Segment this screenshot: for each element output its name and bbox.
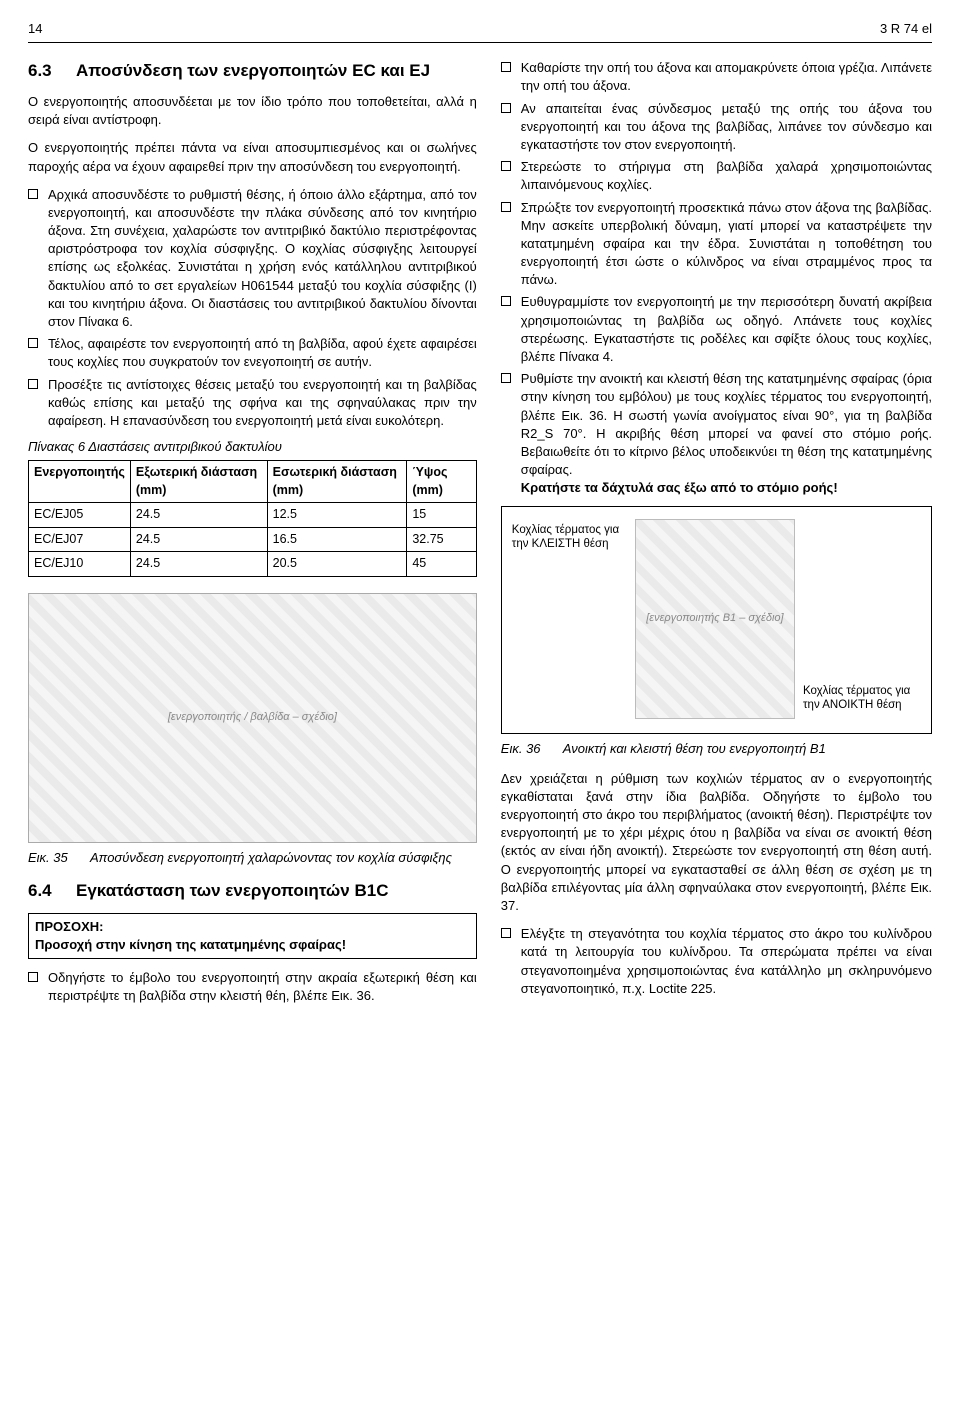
- cell: 24.5: [130, 552, 267, 577]
- checkbox-icon: [501, 296, 511, 306]
- section-6-3-title: Αποσύνδεση των ενεργοποιητών EC και EJ: [76, 59, 477, 83]
- section-6-3-number: 6.3: [28, 59, 64, 83]
- checkbox-icon: [28, 972, 38, 982]
- list-item: Σπρώξτε τον ενεργοποιητή προσεκτικά πάνω…: [501, 199, 932, 290]
- list-item: Οδηγήστε το έμβολο του ενεργοποιητή στην…: [28, 969, 477, 1005]
- bullet-text: Σπρώξτε τον ενεργοποιητή προσεκτικά πάνω…: [521, 199, 932, 290]
- list-item: Ρυθμίστε την ανοικτή και κλειστή θέση τη…: [501, 370, 932, 497]
- bullet-text: Οδηγήστε το έμβολο του ενεργοποιητή στην…: [48, 969, 477, 1005]
- doc-id: 3 R 74 el: [880, 20, 932, 38]
- warning-title: ΠΡΟΣΟΧΗ:: [35, 918, 470, 936]
- cell: 45: [407, 552, 476, 577]
- cell: 24.5: [130, 503, 267, 528]
- list-item: Καθαρίστε την οπή του άξονα και απομακρύ…: [501, 59, 932, 95]
- list-item: Τέλος, αφαιρέστε τον ενεργοποιητή από τη…: [28, 335, 477, 371]
- checkbox-icon: [28, 379, 38, 389]
- fig36-image: [ενεργοποιητής B1 – σχέδιο]: [635, 519, 795, 719]
- right-column: Καθαρίστε την οπή του άξονα και απομακρύ…: [501, 59, 932, 1011]
- table6: Ενεργοποιητής Εξωτερική διάσταση (mm) Εσ…: [28, 460, 477, 577]
- table-row: EC/EJ07 24.5 16.5 32.75: [29, 527, 477, 552]
- checkbox-icon: [28, 189, 38, 199]
- cell: 16.5: [267, 527, 407, 552]
- fig36-label-open: Κοχλίας τέρματος για την ΑΝΟΙΚΤΗ θέση: [803, 684, 921, 719]
- cell: 20.5: [267, 552, 407, 577]
- fig35-number: Εικ. 35: [28, 849, 80, 867]
- top-rule: [28, 42, 932, 43]
- cell: EC/EJ07: [29, 527, 131, 552]
- section-6-4-title: Εγκατάσταση των ενεργοποιητών B1C: [76, 879, 477, 903]
- fig36-number: Εικ. 36: [501, 740, 553, 758]
- bullet-text: Στερεώστε το στήριγμα στη βαλβίδα χαλαρά…: [521, 158, 932, 194]
- checkbox-icon: [501, 103, 511, 113]
- list-item: Αν απαιτείται ένας σύνδεσμος μεταξύ της …: [501, 100, 932, 155]
- warning-text: Προσοχή στην κίνηση της κατατμημένης σφα…: [35, 936, 470, 954]
- section-6-4-heading: 6.4 Εγκατάσταση των ενεργοποιητών B1C: [28, 879, 477, 903]
- section-6-3-heading: 6.3 Αποσύνδεση των ενεργοποιητών EC και …: [28, 59, 477, 83]
- fig35-image: [ενεργοποιητής / βαλβίδα – σχέδιο]: [28, 593, 477, 843]
- bold-warning: Κρατήστε τα δάχτυλά σας έξω από το στόμι…: [521, 480, 838, 495]
- fig36-frame: Κοχλίας τέρματος για την ΚΛΕΙΣΤΗ θέση [ε…: [501, 506, 932, 734]
- table6-col0: Ενεργοποιητής: [29, 461, 131, 503]
- left-column: 6.3 Αποσύνδεση των ενεργοποιητών EC και …: [28, 59, 477, 1011]
- section-6-4-number: 6.4: [28, 879, 64, 903]
- bullet-text: Αν απαιτείται ένας σύνδεσμος μεταξύ της …: [521, 100, 932, 155]
- sect63-bullets: Αρχικά αποσυνδέστε το ρυθμιστή θέσης, ή …: [28, 186, 477, 430]
- table-row: EC/EJ05 24.5 12.5 15: [29, 503, 477, 528]
- checkbox-icon: [501, 928, 511, 938]
- bullet-text: Τέλος, αφαιρέστε τον ενεργοποιητή από τη…: [48, 335, 477, 371]
- bullet-text: Προσέξτε τις αντίστοιχες θέσεις μεταξύ τ…: [48, 376, 477, 431]
- list-item: Στερεώστε το στήριγμα στη βαλβίδα χαλαρά…: [501, 158, 932, 194]
- fig35-caption: Αποσύνδεση ενεργοποιητή χαλαρώνοντας τον…: [90, 849, 477, 867]
- bullet-text: Αρχικά αποσυνδέστε το ρυθμιστή θέσης, ή …: [48, 186, 477, 332]
- fig36-label-closed: Κοχλίας τέρματος για την ΚΛΕΙΣΤΗ θέση: [512, 519, 627, 552]
- bullet-text: Ρυθμίστε την ανοικτή και κλειστή θέση τη…: [521, 370, 932, 497]
- cell: 24.5: [130, 527, 267, 552]
- sect63-intro2: Ο ενεργοποιητής πρέπει πάντα να είναι απ…: [28, 139, 477, 175]
- list-item: Ευθυγραμμίστε τον ενεργοποιητή με την πε…: [501, 293, 932, 366]
- table-row: EC/EJ10 24.5 20.5 45: [29, 552, 477, 577]
- bullet-text: Ελέγξτε τη στεγανότητα του κοχλία τέρματ…: [521, 925, 932, 998]
- table6-col1: Εξωτερική διάσταση (mm): [130, 461, 267, 503]
- right-after-para: Δεν χρειάζεται η ρύθμιση των κοχλιών τέρ…: [501, 770, 932, 916]
- bullet-text-span: Ρυθμίστε την ανοικτή και κλειστή θέση τη…: [521, 371, 932, 477]
- cell: 12.5: [267, 503, 407, 528]
- checkbox-icon: [28, 338, 38, 348]
- cell: EC/EJ10: [29, 552, 131, 577]
- list-item: Ελέγξτε τη στεγανότητα του κοχλία τέρματ…: [501, 925, 932, 998]
- checkbox-icon: [501, 161, 511, 171]
- fig36-caption: Ανοικτή και κλειστή θέση του ενεργοποιητ…: [563, 740, 932, 758]
- page-number: 14: [28, 20, 42, 38]
- list-item: Αρχικά αποσυνδέστε το ρυθμιστή θέσης, ή …: [28, 186, 477, 332]
- bullet-text: Καθαρίστε την οπή του άξονα και απομακρύ…: [521, 59, 932, 95]
- bullet-text: Ευθυγραμμίστε τον ενεργοποιητή με την πε…: [521, 293, 932, 366]
- warning-box: ΠΡΟΣΟΧΗ: Προσοχή στην κίνηση της κατατμη…: [28, 913, 477, 959]
- cell: 15: [407, 503, 476, 528]
- sect63-intro1: Ο ενεργοποιητής αποσυνδέεται με τον ίδιο…: [28, 93, 477, 129]
- checkbox-icon: [501, 373, 511, 383]
- table6-caption: Πίνακας 6 Διαστάσεις αντιτριβικού δακτυλ…: [28, 438, 477, 456]
- cell: EC/EJ05: [29, 503, 131, 528]
- table6-col3: Ύψος (mm): [407, 461, 476, 503]
- checkbox-icon: [501, 202, 511, 212]
- cell: 32.75: [407, 527, 476, 552]
- checkbox-icon: [501, 62, 511, 72]
- table6-col2: Εσωτερική διάσταση (mm): [267, 461, 407, 503]
- list-item: Προσέξτε τις αντίστοιχες θέσεις μεταξύ τ…: [28, 376, 477, 431]
